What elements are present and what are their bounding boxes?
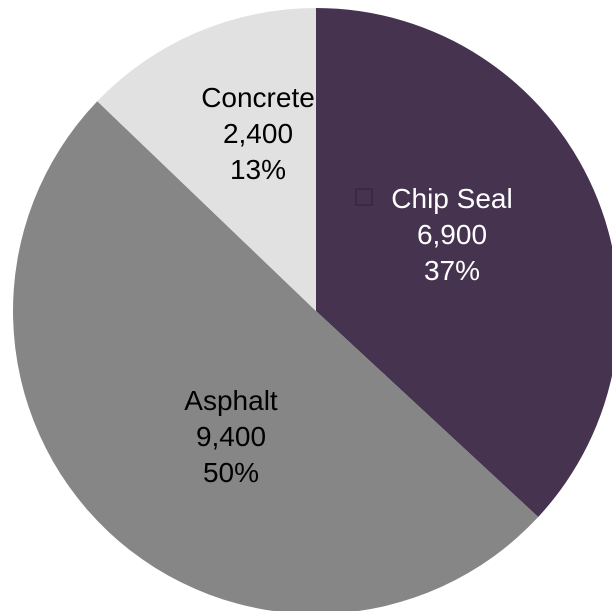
slice-concrete xyxy=(97,8,316,311)
percent-asphalt: 50% xyxy=(203,457,259,488)
label-chip-seal: Chip Seal xyxy=(391,183,512,214)
label-concrete: Concrete xyxy=(201,82,315,113)
pie-labels: Chip Seal 6,900 37% Asphalt 9,400 50% Concrete… xyxy=(184,82,512,488)
slice-chip-seal xyxy=(316,8,612,518)
label-marker-icon xyxy=(355,188,373,206)
label-asphalt: Asphalt xyxy=(184,385,278,416)
value-chip-seal: 6,900 xyxy=(417,219,487,250)
percent-concrete: 13% xyxy=(230,154,286,185)
value-concrete: 2,400 xyxy=(223,118,293,149)
percent-chip-seal: 37% xyxy=(424,255,480,286)
pie-slices xyxy=(12,8,612,611)
value-asphalt: 9,400 xyxy=(196,421,266,452)
slice-asphalt xyxy=(12,101,539,611)
